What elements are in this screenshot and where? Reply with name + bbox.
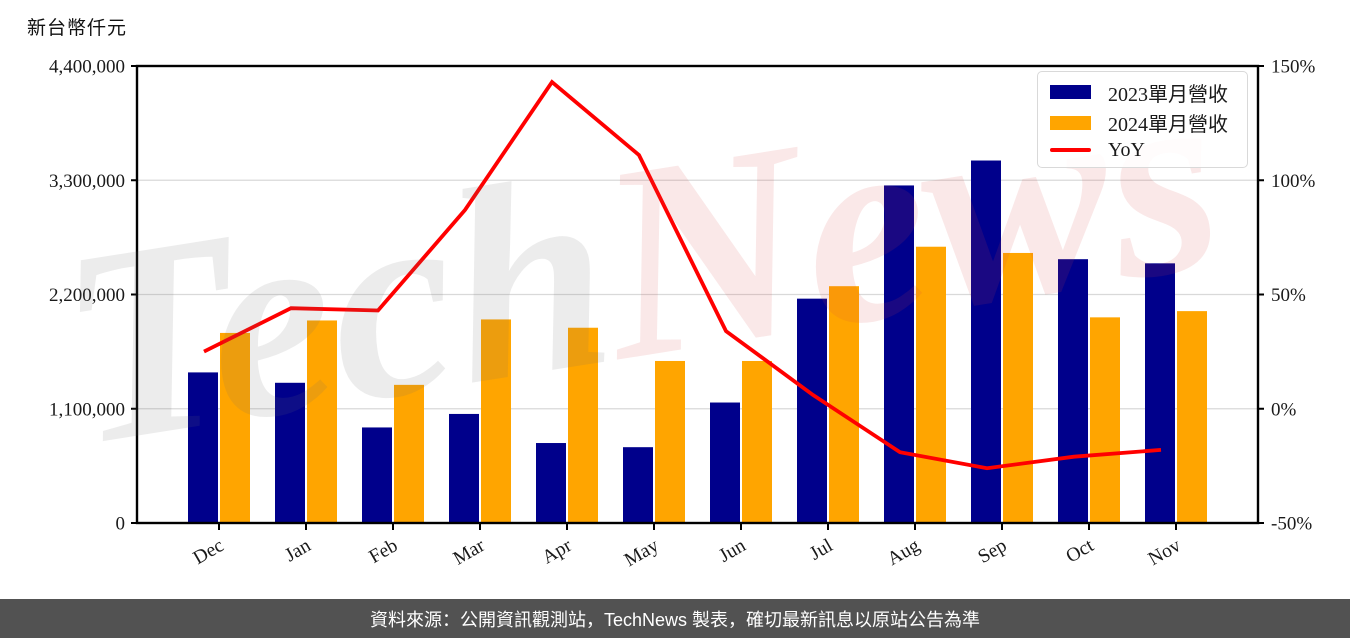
- bar-2024-feb: [394, 384, 424, 523]
- right-axis-tick-label: 100%: [1271, 171, 1316, 192]
- bar-2024-nov: [1177, 311, 1207, 523]
- bar-2024-apr: [568, 327, 598, 523]
- gridlines: [137, 179, 1258, 410]
- legend-item-2023: 2023單月營收: [1050, 78, 1235, 107]
- bar-2023-apr: [536, 443, 566, 523]
- x-axis-tick-label: Apr: [539, 535, 576, 569]
- y-axis-tick-label: 4,400,000: [49, 57, 125, 78]
- x-axis-tick-label: Nov: [1145, 535, 1185, 570]
- bar-2023-aug: [884, 185, 914, 523]
- y-axis-tick-label: 1,100,000: [49, 399, 125, 420]
- right-axis-tick-label: 50%: [1271, 285, 1306, 306]
- source-footer: 資料來源：公開資訊觀測站，TechNews 製表，確切最新訊息以原站公告為準: [0, 599, 1350, 638]
- y-axis-tick-label: 2,200,000: [49, 285, 125, 306]
- legend-item-2024: 2024單月營收: [1050, 108, 1235, 137]
- bar-2023-feb: [362, 427, 392, 523]
- legend-swatch-yoy: [1050, 148, 1091, 152]
- bar-2024-jul: [829, 286, 859, 523]
- axis-ticks: [131, 65, 1264, 530]
- bar-2024-may: [655, 360, 685, 523]
- right-axis-tick-label: 150%: [1271, 57, 1316, 78]
- x-axis-tick-label: Mar: [450, 535, 489, 570]
- yoy-line-group: [203, 79, 1162, 471]
- bar-2023-dec: [188, 372, 218, 523]
- bar-2024-mar: [481, 319, 511, 523]
- bar-2024-dec: [220, 332, 250, 523]
- x-axis-tick-label: Jan: [281, 535, 314, 566]
- x-axis-tick-label: Sep: [975, 535, 1011, 568]
- legend-swatch-2024: [1050, 115, 1091, 130]
- bar-2024-aug: [916, 246, 946, 524]
- bar-2024-sep: [1003, 252, 1033, 524]
- source-footer-text: 資料來源：公開資訊觀測站，TechNews 製表，確切最新訊息以原站公告為準: [369, 609, 981, 630]
- bar-2023-jun: [710, 402, 740, 523]
- x-axis-tick-label: Jun: [716, 535, 750, 567]
- bar-2024-jun: [742, 360, 772, 523]
- legend: 2023單月營收 2024單月營收 YoY: [1037, 71, 1248, 168]
- bar-2023-oct: [1058, 259, 1088, 523]
- right-axis-tick-label: 0%: [1271, 399, 1297, 420]
- y-axis-tick-label: 0: [116, 514, 126, 535]
- legend-swatch-2023: [1050, 85, 1091, 99]
- y-axis-unit-label: 新台幣仟元: [27, 18, 128, 39]
- x-axis-tick-label: Oct: [1063, 535, 1098, 568]
- bar-2024-oct: [1090, 317, 1120, 523]
- legend-label-2024: 2024單月營收: [1108, 114, 1228, 136]
- bar-2023-jul: [797, 298, 827, 523]
- legend-label-2023: 2023單月營收: [1108, 83, 1228, 106]
- bar-2023-nov: [1145, 263, 1175, 523]
- y-axis-tick-label: 3,300,000: [49, 171, 125, 192]
- bar-2023-may: [623, 447, 653, 523]
- bar-2023-mar: [449, 413, 479, 523]
- bars: [188, 160, 1207, 524]
- yoy-line: [203, 79, 1162, 471]
- x-axis-tick-label: May: [621, 535, 663, 571]
- bar-2023-jan: [275, 382, 305, 523]
- x-axis-tick-label: Dec: [190, 535, 228, 569]
- x-axis-tick-label: Jul: [806, 535, 837, 565]
- x-axis-tick-label: Feb: [366, 535, 402, 568]
- x-axis-tick-label: Aug: [884, 535, 924, 570]
- bar-2024-jan: [307, 320, 337, 523]
- legend-item-yoy: YoY: [1050, 139, 1235, 162]
- legend-label-yoy: YoY: [1108, 138, 1145, 161]
- right-axis-tick-label: -50%: [1271, 514, 1312, 535]
- bar-2023-sep: [971, 160, 1001, 523]
